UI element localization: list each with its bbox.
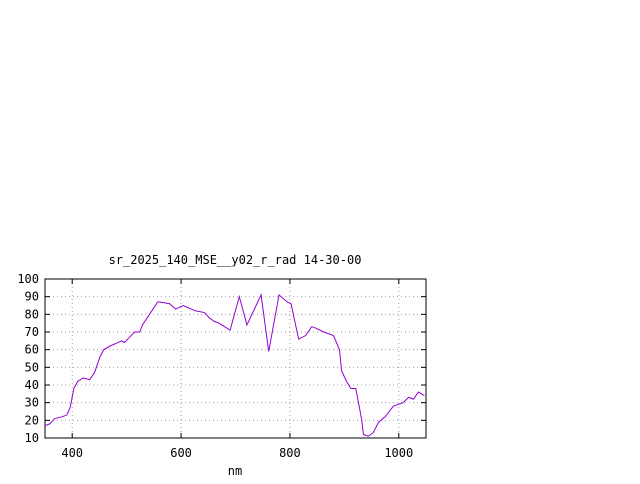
x-axis-label: nm [228, 464, 242, 478]
y-tick-label: 40 [25, 378, 39, 392]
y-tick-label: 20 [25, 413, 39, 427]
x-tick-label: 400 [61, 446, 83, 460]
y-tick-label: 60 [25, 343, 39, 357]
y-tick-label: 50 [25, 360, 39, 374]
y-tick-label: 100 [17, 272, 39, 286]
data-line [44, 293, 425, 437]
plot-border [44, 278, 427, 439]
x-tick-label: 1000 [384, 446, 413, 460]
y-tick-label: 80 [25, 307, 39, 321]
y-tick-label: 30 [25, 396, 39, 410]
y-tick-label: 70 [25, 325, 39, 339]
y-tick-label: 90 [25, 290, 39, 304]
x-tick-label: 800 [279, 446, 301, 460]
chart-title: sr_2025_140_MSE__y02_r_rad 14-30-00 [109, 253, 362, 267]
x-tick-label: 600 [170, 446, 192, 460]
y-tick-label: 10 [25, 431, 39, 445]
